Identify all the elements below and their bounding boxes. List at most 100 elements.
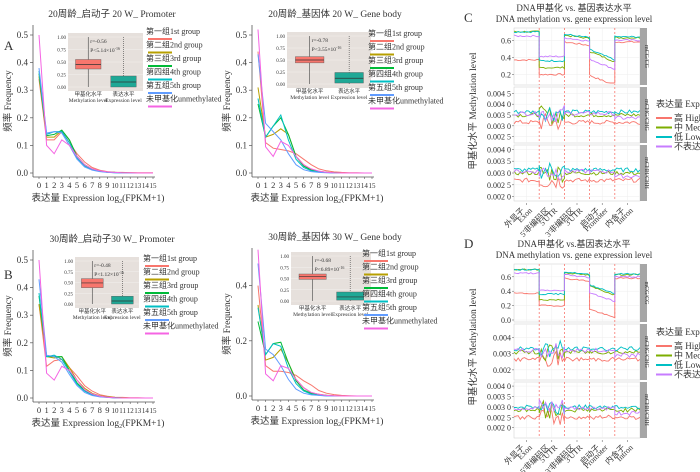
legend-label: 第一组1st group — [368, 28, 422, 38]
x-tick-label: 10 — [331, 405, 339, 413]
x-tick-label: 8 — [317, 403, 321, 413]
legend-label: 低 Low — [674, 131, 700, 142]
legend-label: 高 High — [674, 112, 700, 123]
p-exponent: -16 — [336, 45, 341, 50]
series-line-none — [513, 105, 641, 123]
y-tick-label: 0.003 5 — [487, 157, 511, 166]
x-tick-label: 4 — [286, 180, 291, 190]
inset-x-label-en: Expression level — [332, 312, 369, 318]
y-tick-label: 0.6 — [501, 273, 511, 282]
chart-title-en: DNA methylation vs. gene expression leve… — [496, 14, 653, 24]
x-tick-label: 2 — [271, 180, 275, 190]
y-tick-label: 0.5 — [17, 30, 29, 40]
inset-x-label-en: Methylation level — [69, 98, 108, 104]
x-tick-label: 14 — [142, 407, 150, 415]
y-tick-label: 0.003 — [493, 350, 511, 359]
legend-label: 不表达 None — [674, 141, 700, 152]
x-tick-label: 9 — [324, 180, 328, 190]
x-tick-label: 10 — [112, 407, 120, 415]
box — [110, 75, 137, 88]
x-tick-label: 11 — [338, 405, 345, 413]
inset-x-label-en: Expression level — [105, 98, 142, 104]
y-tick-label: 0.0 — [17, 393, 29, 403]
inset-y-tick-label: 1.00 — [64, 260, 73, 265]
x-tick-label: 9 — [105, 180, 109, 190]
x-tick-label: 4 — [67, 405, 72, 415]
facet-strip — [640, 145, 647, 201]
y-tick-label: 0.2 — [501, 70, 511, 79]
legend-label: 未甲基化unmethylated — [362, 316, 438, 326]
x-tick-label: 5 — [75, 405, 79, 415]
inset-y-tick-label: 0.25 — [276, 71, 285, 76]
y-tick-label: 0.004 0 — [487, 145, 511, 154]
series-line-high — [513, 176, 641, 189]
inset-y-tick-label: 0.75 — [280, 266, 289, 271]
x-tick-label: 11 — [119, 407, 126, 415]
inset-y-tick-label: 0.00 — [64, 303, 73, 308]
x-tick-label: 0 — [256, 180, 260, 190]
y-tick-label: 0.4 — [501, 287, 511, 296]
x-tick-label: 7 — [309, 180, 313, 190]
series-line-high — [513, 277, 641, 319]
x-tick-label: 0 — [37, 405, 41, 415]
inset-y-tick-label: 0.50 — [276, 59, 285, 64]
y-tick-label: 0.002 0 — [487, 193, 511, 202]
inset-x-label-en: Methylation level — [290, 95, 329, 101]
inset-x-label-en: Methylation level — [293, 312, 332, 318]
x-tick-label: 12 — [127, 407, 135, 415]
box — [336, 291, 365, 301]
series-line-high — [513, 40, 641, 84]
y-tick-label: 0.0 — [236, 391, 248, 401]
facet-1: 0.002 5 0.003 0 0.003 5 0.004 0 0.004 5 mCHG/… — [487, 86, 649, 144]
p-exponent: -16 — [339, 265, 344, 270]
p-value: P<5.14×10-16 — [90, 46, 120, 54]
series-line-high — [513, 407, 641, 426]
legend-label: 第四组4th group — [368, 69, 423, 79]
legend-label: 中 Medium — [674, 122, 700, 133]
y-tick-label: 0.4 — [17, 58, 29, 68]
panel-label-D: D — [464, 236, 473, 251]
y-axis-label: 频率 Frequency — [2, 70, 14, 132]
chart-title: 20周龄_基因体 20 W_ Gene body — [268, 8, 402, 20]
x-tick-label: 15 — [369, 405, 377, 413]
legend-label: 第二组2nd group — [143, 267, 200, 277]
inset-y-tick-label: 0.50 — [57, 61, 66, 66]
y-tick-label: 0.5 — [236, 30, 248, 40]
series-line-6 — [38, 34, 153, 174]
x-tick-label: 3 — [279, 403, 283, 413]
x-tick-label: 14 — [142, 182, 150, 190]
x-tick-label: 12 — [127, 182, 135, 190]
inset-x-label-zh: 表达水平 — [111, 307, 134, 315]
box — [334, 72, 364, 84]
box — [111, 296, 134, 305]
inset-x-label-zh: 甲基化水平 — [74, 90, 102, 98]
series-line-none — [513, 399, 641, 416]
x-tick-label: 5 — [294, 403, 298, 413]
series-line-low — [513, 161, 641, 179]
y-tick-label: 0.4 — [236, 58, 248, 68]
facet-strip — [640, 87, 647, 143]
legend-label: 第一组1st group — [362, 248, 416, 258]
suffix: (FPKM+1) — [341, 193, 383, 204]
series-line-low — [513, 339, 641, 358]
x-tick-label: 4 — [67, 180, 72, 190]
inset-x-label-en: Expression level — [331, 95, 368, 101]
p-value: P<6.89×10-16 — [315, 265, 345, 273]
x-tick-label: 1 — [263, 180, 267, 190]
x-tick-label: 8 — [98, 180, 102, 190]
inset-x-label-en: Expression level — [104, 315, 141, 321]
y-tick-label: 0.4 — [17, 283, 29, 293]
legend-label: 第五组5th group — [146, 80, 201, 90]
inset-y-tick-label: 0.25 — [280, 289, 289, 294]
p-value: P<1.12×10-16 — [94, 270, 124, 278]
facet-2: 0.002 0 0.002 5 0.003 0 0.003 5 0.004 0 mCHH/… — [487, 144, 649, 202]
legend-label: 第五组5th group — [362, 302, 417, 312]
y-tick-label: 0.003 0 — [487, 122, 511, 131]
series-line-low — [513, 268, 641, 296]
x-tick-label: 13 — [134, 407, 142, 415]
x-tick-label: 10 — [331, 182, 339, 190]
